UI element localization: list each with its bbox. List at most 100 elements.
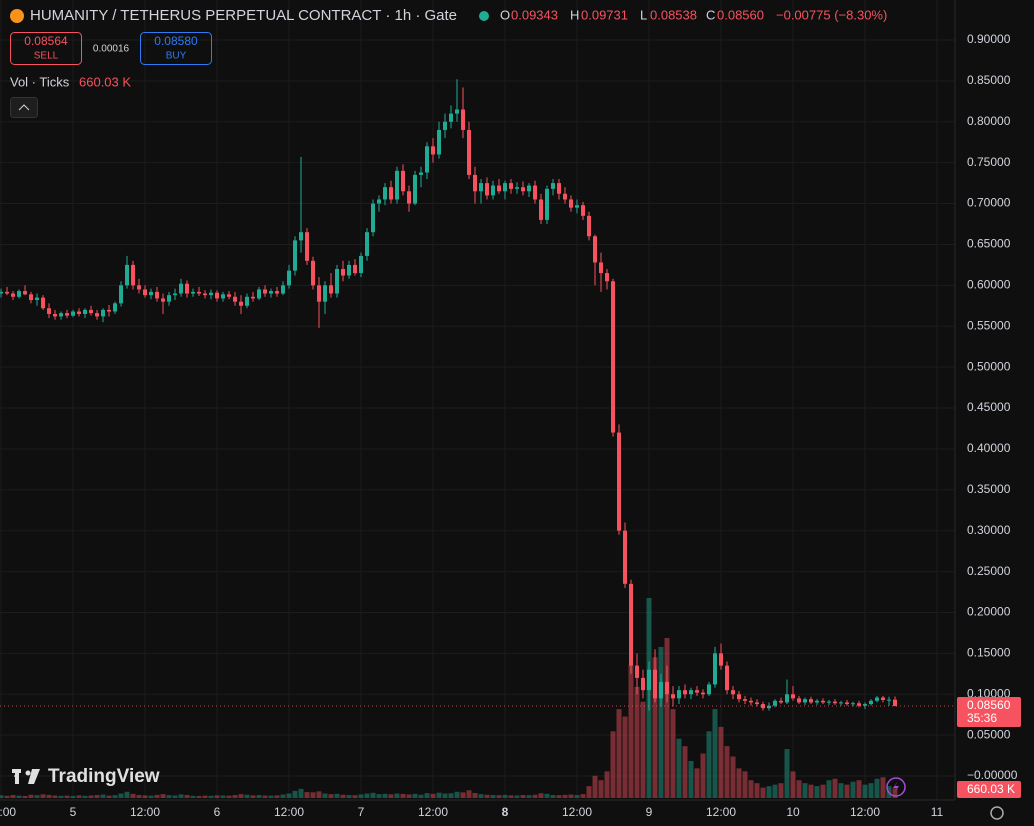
candle-body [485, 183, 490, 196]
y-tick-label: 0.05000 [967, 727, 1011, 741]
candle-body [227, 294, 232, 297]
candle-body [359, 255, 364, 274]
logo-mark [25, 770, 31, 776]
candle-body [89, 309, 94, 314]
candle-body [575, 205, 580, 208]
symbol-title[interactable]: HUMANITY / TETHERUS PERPETUAL CONTRACT ·… [30, 7, 457, 24]
candle-body [419, 172, 424, 175]
volume-bar [634, 686, 640, 798]
y-tick-label: 0.40000 [967, 441, 1011, 455]
candle-body [731, 690, 736, 695]
volume-bar [664, 638, 670, 798]
volume-bar [586, 786, 592, 798]
volume-bar [0, 795, 4, 798]
y-tick-label: 0.10000 [967, 686, 1011, 700]
candle-body [83, 309, 88, 314]
volume-bar [856, 780, 862, 798]
candle-body [683, 690, 688, 695]
sell-button[interactable] [10, 32, 82, 65]
candle-body [521, 187, 526, 192]
candle-body [371, 203, 376, 233]
volume-bar [208, 795, 214, 798]
candle-body [197, 291, 202, 294]
candle-body [365, 232, 370, 256]
volume-bar [166, 795, 172, 798]
buy-button[interactable] [140, 32, 212, 65]
x-tick-label: 12:00 [418, 805, 448, 819]
volume-bar [418, 794, 424, 798]
candle-body [311, 260, 316, 286]
volume-bar [430, 793, 436, 798]
volume-bar [490, 795, 496, 798]
price-tag-value: 0.08560 [967, 698, 1011, 712]
volume-bar [592, 775, 598, 798]
ohlc-value: 0.08560 [717, 7, 764, 22]
y-tick-label: 0.35000 [967, 482, 1011, 496]
candle-body [29, 294, 34, 301]
volume-bar [454, 791, 460, 798]
volume-bar [874, 778, 880, 798]
candle-body [131, 264, 136, 286]
candle-body [539, 199, 544, 220]
candle-body [875, 697, 880, 701]
volume-bar [760, 787, 766, 798]
candle-body [449, 113, 454, 122]
change-value: −0.00775 (−8.30%) [776, 7, 887, 22]
volume-bar [622, 716, 628, 798]
candle-body [821, 700, 826, 703]
candle-body [509, 183, 514, 189]
candle-body [263, 289, 268, 294]
volume-bar [880, 777, 886, 798]
volume-bar [316, 791, 322, 798]
volume-bar [754, 783, 760, 798]
candle-body [251, 296, 256, 299]
volume-bar [736, 768, 742, 798]
candle-body [341, 268, 346, 276]
settings-button[interactable] [990, 806, 1004, 820]
candle-body [113, 303, 118, 312]
candle-body [5, 291, 10, 294]
volume-bar [22, 795, 28, 798]
volume-bar [538, 793, 544, 798]
x-tick-label: 12:00 [274, 805, 304, 819]
volume-bar [118, 793, 124, 798]
lightning-button[interactable] [886, 777, 906, 797]
candle-body [119, 285, 124, 304]
candle-body [65, 313, 70, 316]
candle-body [101, 309, 106, 317]
candle-body [857, 703, 862, 706]
candle-body [77, 311, 82, 314]
volume-bar [778, 783, 784, 798]
volume-bar [472, 792, 478, 798]
ohlc-label: O [500, 7, 510, 22]
candle-body [269, 291, 274, 294]
buy-label: BUY [166, 51, 187, 62]
candle-body [353, 264, 358, 274]
volume-bar [82, 795, 88, 798]
collapse-button[interactable] [10, 97, 38, 118]
candle-body [347, 264, 352, 276]
candle-body [59, 313, 64, 317]
candle-body [809, 699, 814, 703]
volume-bar [154, 794, 160, 798]
volume-bar [10, 795, 16, 798]
volume-bar [496, 795, 502, 798]
y-tick-label: 0.30000 [967, 523, 1011, 537]
candle-body [221, 294, 226, 299]
volume-bar [172, 795, 178, 798]
volume-bar [862, 784, 868, 798]
volume-bar [544, 793, 550, 798]
volume-bar [370, 792, 376, 798]
volume-bar [550, 795, 556, 798]
x-tick-label: 12:00 [0, 805, 16, 819]
ohlc-label: C [706, 7, 715, 22]
volume-bar [40, 794, 46, 798]
volume-bar [484, 794, 490, 798]
volume-bar [94, 795, 100, 798]
candle-body [185, 283, 190, 294]
candle-body [881, 697, 886, 700]
candle-body [143, 289, 148, 296]
volume-bar [406, 794, 412, 798]
volume-bar [322, 793, 328, 798]
